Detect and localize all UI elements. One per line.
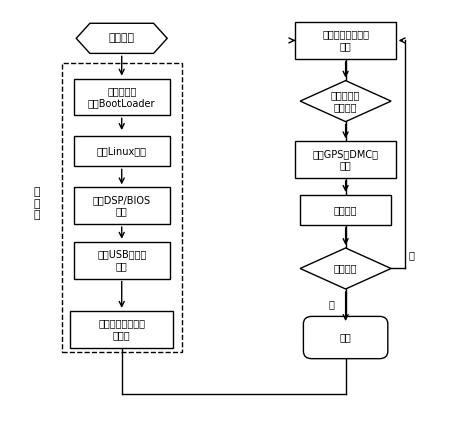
Text: 加载USB、串口
模块: 加载USB、串口 模块 [97, 249, 146, 271]
Text: 图像显示: 图像显示 [334, 205, 357, 215]
FancyBboxPatch shape [70, 311, 173, 348]
FancyBboxPatch shape [295, 22, 396, 59]
Text: 启动DSP/BIOS
系统: 启动DSP/BIOS 系统 [93, 195, 151, 217]
Text: 否: 否 [409, 250, 415, 260]
Text: 系统上电: 系统上电 [109, 33, 135, 43]
Polygon shape [300, 248, 391, 289]
Polygon shape [76, 23, 167, 53]
Text: 启动Linux系统: 启动Linux系统 [97, 146, 147, 156]
Bar [62, 63, 182, 352]
FancyBboxPatch shape [300, 195, 391, 225]
FancyBboxPatch shape [74, 242, 169, 279]
FancyBboxPatch shape [74, 136, 169, 167]
FancyBboxPatch shape [295, 141, 396, 178]
Text: 叠加GPS、DMC等
信息: 叠加GPS、DMC等 信息 [312, 149, 379, 170]
Text: 是: 是 [329, 299, 335, 310]
Text: 红外、可见光图像
获取: 红外、可见光图像 获取 [322, 30, 369, 51]
FancyBboxPatch shape [74, 78, 169, 115]
Text: 初
始
化: 初 始 化 [33, 187, 40, 220]
Polygon shape [300, 81, 391, 122]
Text: 结束: 结束 [340, 332, 352, 343]
Text: 实时图像算
法的处理: 实时图像算 法的处理 [331, 90, 360, 112]
Text: 硬件初始化
加载BootLoader: 硬件初始化 加载BootLoader [88, 86, 155, 108]
FancyBboxPatch shape [303, 316, 388, 359]
Text: 是否结束: 是否结束 [334, 263, 357, 273]
FancyBboxPatch shape [74, 187, 169, 224]
Text: 启动多功能图像处
理模块: 启动多功能图像处 理模块 [98, 318, 145, 340]
